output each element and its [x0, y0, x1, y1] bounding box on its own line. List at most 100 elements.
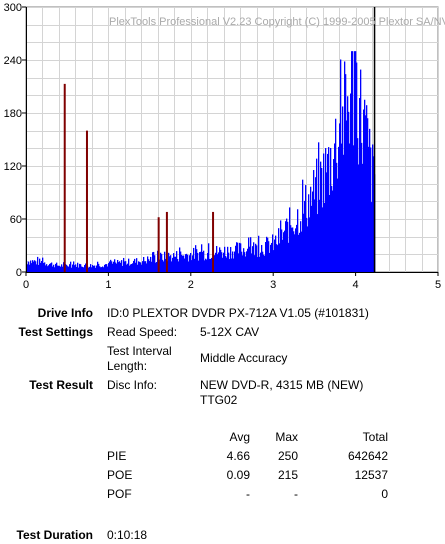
series-bar — [292, 227, 294, 272]
series-bar — [149, 260, 151, 272]
series-bar — [342, 106, 344, 272]
series-bar — [225, 256, 227, 272]
col-max-header: Max — [275, 430, 298, 444]
series-bar — [63, 262, 65, 272]
series-bar — [356, 62, 358, 272]
x-tick-label: 5 — [435, 279, 441, 291]
series-bar — [186, 253, 188, 272]
series-bar — [40, 262, 42, 272]
series-bar — [303, 213, 305, 272]
x-tick-label: 0 — [23, 279, 29, 291]
series-bar — [248, 237, 250, 272]
series-bar — [296, 224, 298, 272]
series-bar — [323, 153, 325, 272]
row-pof-max: - — [294, 487, 298, 501]
series-bar — [129, 265, 131, 272]
series-bar — [330, 147, 332, 272]
series-bar — [88, 267, 90, 272]
series-bar — [245, 256, 247, 272]
series-bar — [120, 262, 122, 272]
chart-axes: 0 1 2 3 4 5 0 60 120 180 240 300 — [4, 2, 441, 291]
series-bar — [224, 246, 226, 272]
series-bar — [370, 147, 372, 272]
series-bar — [28, 261, 30, 272]
series-bar — [194, 258, 196, 272]
series-bar — [178, 261, 180, 272]
series-bar — [33, 261, 35, 272]
series-bar — [221, 252, 223, 272]
series-bar — [109, 261, 111, 272]
series-bar — [160, 252, 162, 272]
x-tick-label: 4 — [353, 279, 359, 291]
test-result-label: Test Result — [29, 378, 93, 392]
series-bar — [309, 217, 311, 272]
series-bar — [122, 265, 124, 272]
series-bar — [277, 245, 279, 272]
series-bar — [253, 242, 255, 272]
series-bar — [116, 263, 118, 272]
series-bar — [372, 144, 374, 272]
series-bar — [74, 265, 76, 272]
series-bar — [260, 252, 262, 272]
series-bar — [232, 251, 234, 272]
series-bar — [297, 209, 299, 272]
series-bar — [314, 199, 316, 272]
series-bar — [360, 69, 362, 272]
series-bar — [289, 207, 291, 272]
series-bar — [206, 259, 208, 272]
series-bar — [35, 261, 37, 272]
series-bar — [48, 265, 50, 272]
series-bar — [280, 220, 282, 272]
series-bar — [214, 255, 216, 272]
series-bar — [354, 51, 356, 272]
series-bar — [82, 266, 84, 272]
series-bar — [367, 118, 369, 272]
series-bar — [313, 170, 315, 272]
series-bar — [359, 97, 361, 273]
series-bar — [69, 264, 71, 272]
series-bar — [155, 262, 157, 272]
series-bar — [71, 267, 73, 272]
series-bar — [246, 251, 248, 272]
series-bar — [307, 226, 309, 272]
series-bar — [30, 260, 32, 272]
series-bar — [223, 252, 225, 272]
series-bar — [54, 267, 56, 272]
series-bar — [286, 218, 288, 272]
series-bar — [151, 261, 153, 272]
row-pie-max: 250 — [277, 449, 298, 463]
series-bar — [210, 258, 212, 272]
series-bar — [190, 252, 192, 272]
series-bar — [133, 260, 135, 272]
series-bar — [102, 266, 104, 272]
series-bar — [353, 145, 355, 272]
series-bar — [371, 202, 373, 272]
series-bar — [282, 239, 284, 272]
series-bar — [95, 267, 97, 272]
series-bar — [249, 246, 251, 272]
series-bar — [283, 232, 285, 272]
series-bar — [157, 250, 159, 272]
series-bar — [317, 214, 319, 272]
series-bar — [346, 120, 348, 272]
series-bar — [91, 267, 93, 272]
series-bar — [274, 239, 276, 272]
series-bar — [301, 231, 303, 272]
series-bar — [238, 253, 240, 272]
series-bar — [146, 263, 148, 272]
series-bar — [319, 199, 321, 272]
series-bar — [123, 257, 125, 272]
series-bar — [231, 258, 233, 272]
series-bar — [177, 259, 179, 272]
series-bar — [347, 96, 349, 272]
drive-info-value: ID:0 PLEXTOR DVDR PX-712A V1.05 (#101831… — [107, 306, 369, 320]
series-bar — [58, 265, 60, 272]
y-tick-label: 300 — [4, 2, 22, 14]
series-bar — [276, 244, 278, 272]
row-pie-name: PIE — [107, 449, 127, 463]
series-bar — [341, 143, 343, 272]
series-bar — [203, 250, 205, 272]
series-bar — [193, 247, 195, 272]
series-bar — [254, 255, 256, 272]
series-bar — [145, 261, 147, 272]
